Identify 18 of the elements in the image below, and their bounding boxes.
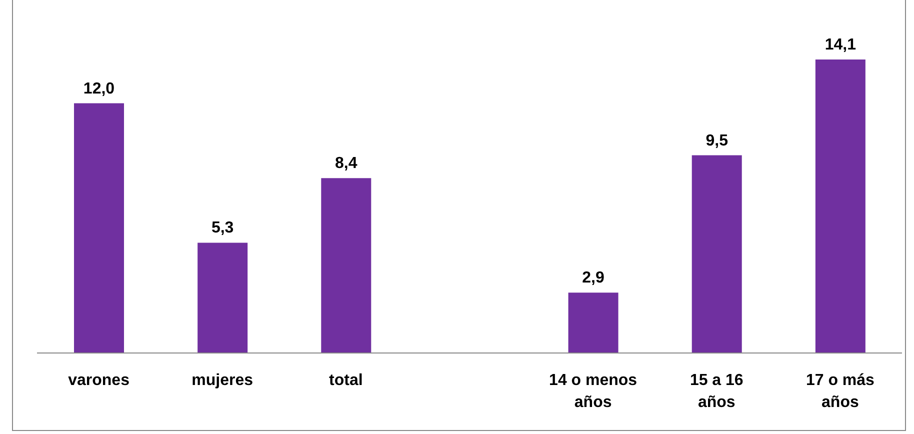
data-label: 5,3	[211, 220, 234, 237]
bar	[321, 178, 372, 353]
x-tick-label: 17 o más años	[806, 372, 875, 411]
bar	[74, 103, 124, 353]
x-tick-label: 14 o menos años	[549, 372, 638, 411]
data-label: 12,0	[83, 80, 115, 98]
data-label: 2,9	[582, 270, 605, 287]
x-tick-label: varones	[68, 372, 130, 389]
data-label: 8,4	[335, 155, 358, 172]
data-label: 9,5	[706, 132, 728, 150]
x-tick-label: 15 a 16 años	[690, 372, 744, 411]
x-tick-label: mujeres	[192, 372, 254, 389]
bar	[568, 292, 618, 353]
x-tick-label: total	[329, 372, 363, 389]
bar	[198, 242, 248, 353]
bar	[815, 60, 866, 353]
bar	[692, 155, 742, 353]
data-label: 14,1	[824, 36, 856, 54]
